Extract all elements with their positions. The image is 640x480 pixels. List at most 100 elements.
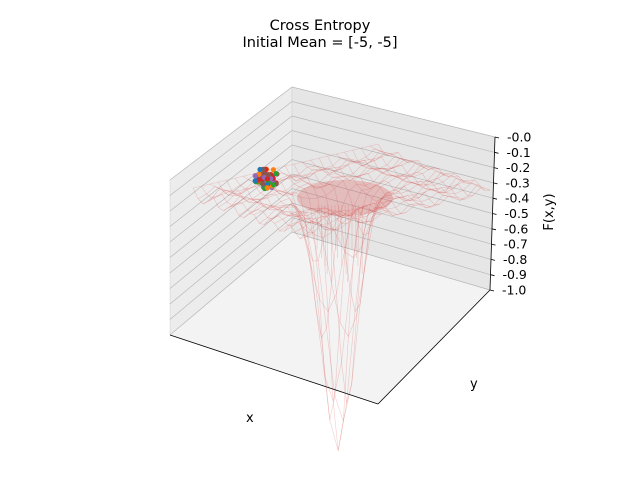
surface-line: [289, 179, 475, 225]
y-axis-label: y: [470, 377, 478, 392]
surface-line: [213, 152, 399, 198]
z-gridline: [169, 86, 496, 181]
surface-line: [274, 175, 460, 224]
x-axis-line: [169, 334, 379, 405]
surface-line: [344, 204, 347, 275]
surface-line: [217, 181, 331, 231]
z-gridline: [169, 159, 493, 258]
surface-line: [243, 165, 430, 313]
z-tick: [493, 167, 499, 169]
surface-line: [223, 157, 409, 212]
z-gridline: [169, 217, 491, 320]
z-tick: [491, 243, 496, 246]
surface-line: [334, 204, 337, 251]
z-gridline: [169, 188, 492, 289]
z-tick-label: -0.2: [506, 160, 530, 175]
z-tick-label: -0.0: [507, 130, 531, 145]
surface-line: [335, 153, 449, 197]
z-tick-label: -0.6: [504, 221, 528, 236]
surface-line: [302, 161, 415, 236]
z-tick-label: -0.5: [505, 206, 529, 221]
surface-line: [344, 151, 457, 198]
sample-point: [257, 166, 263, 173]
sample-point: [264, 176, 271, 182]
x-axis-label: x: [246, 411, 254, 426]
sample-point: [270, 182, 277, 188]
chart-title: Cross Entropy: [269, 18, 371, 34]
surface-line: [279, 177, 465, 232]
sample-point: [260, 181, 266, 187]
surface-line: [327, 155, 440, 206]
z-gridline: [169, 202, 492, 305]
sample-point: [264, 185, 270, 191]
surface-line: [259, 170, 445, 423]
surface-line: [299, 185, 486, 239]
surface-line: [355, 204, 357, 259]
z-axis-ticks: -0.0-0.1-0.2-0.3-0.4-0.5-0.6-0.7-0.8-0.9…: [489, 130, 531, 298]
surface-line: [357, 204, 360, 267]
surface-line: [238, 163, 424, 238]
sample-point: [273, 170, 279, 177]
surface-line: [347, 204, 349, 283]
surface-line: [316, 204, 319, 251]
surface-line: [269, 173, 455, 258]
surface-line: [264, 172, 450, 338]
surface-line: [192, 143, 379, 189]
z-tick: [492, 213, 497, 215]
surface-mesh: [192, 143, 491, 451]
z-tick: [490, 259, 496, 261]
sample-point: [265, 171, 272, 178]
surface-line: [285, 165, 398, 404]
surface-line: [304, 186, 491, 238]
z-tick-label: -0.4: [505, 191, 529, 206]
surface-line: [377, 143, 491, 191]
surface-line: [276, 167, 390, 451]
z-tick: [494, 136, 500, 139]
z-tick-label: -1.0: [502, 283, 526, 298]
surface-line: [337, 204, 339, 259]
surface-line: [192, 187, 306, 239]
chart-subtitle: Initial Mean = [-5, -5]: [242, 35, 398, 51]
z-tick-label: -0.7: [504, 237, 528, 252]
surface-line: [209, 183, 322, 226]
surface-well: [297, 180, 393, 216]
z-gridline: [169, 130, 494, 227]
surface-line: [253, 168, 440, 451]
surface-line: [294, 182, 480, 233]
surface-line: [326, 204, 329, 275]
surface-line: [228, 159, 414, 208]
surface-line: [218, 155, 404, 208]
surface-line: [260, 171, 373, 339]
z-gridline: [169, 173, 493, 274]
surface-line: [284, 179, 470, 232]
z-tick-label: -0.1: [507, 145, 531, 160]
z-tick-label: -0.3: [506, 175, 530, 190]
z-tick: [492, 197, 498, 200]
z-tick: [489, 289, 495, 292]
surface-line: [208, 151, 394, 202]
sample-point: [270, 167, 277, 173]
z-tick: [491, 228, 497, 231]
z-gridline: [169, 115, 495, 212]
y-axis-line: [377, 289, 491, 405]
z-tick-label: -0.9: [503, 267, 527, 282]
surface-line: [369, 145, 482, 188]
z-tick: [493, 182, 498, 185]
z-tick: [490, 274, 495, 277]
surface-line: [352, 149, 465, 201]
surface-line: [201, 185, 314, 233]
z-gridlines: [169, 86, 496, 336]
surface-line: [324, 204, 327, 267]
z-gridline: [169, 101, 495, 196]
sample-point: [252, 173, 258, 179]
surface-line: [360, 147, 474, 197]
surface-line: [293, 163, 406, 313]
surface-line: [318, 157, 432, 209]
surface-line: [203, 150, 389, 205]
surface-line: [268, 169, 381, 421]
surface-line: [197, 148, 384, 200]
z-tick-label: -0.8: [503, 252, 527, 267]
surface-line: [233, 160, 419, 207]
z-gridline: [169, 231, 491, 336]
